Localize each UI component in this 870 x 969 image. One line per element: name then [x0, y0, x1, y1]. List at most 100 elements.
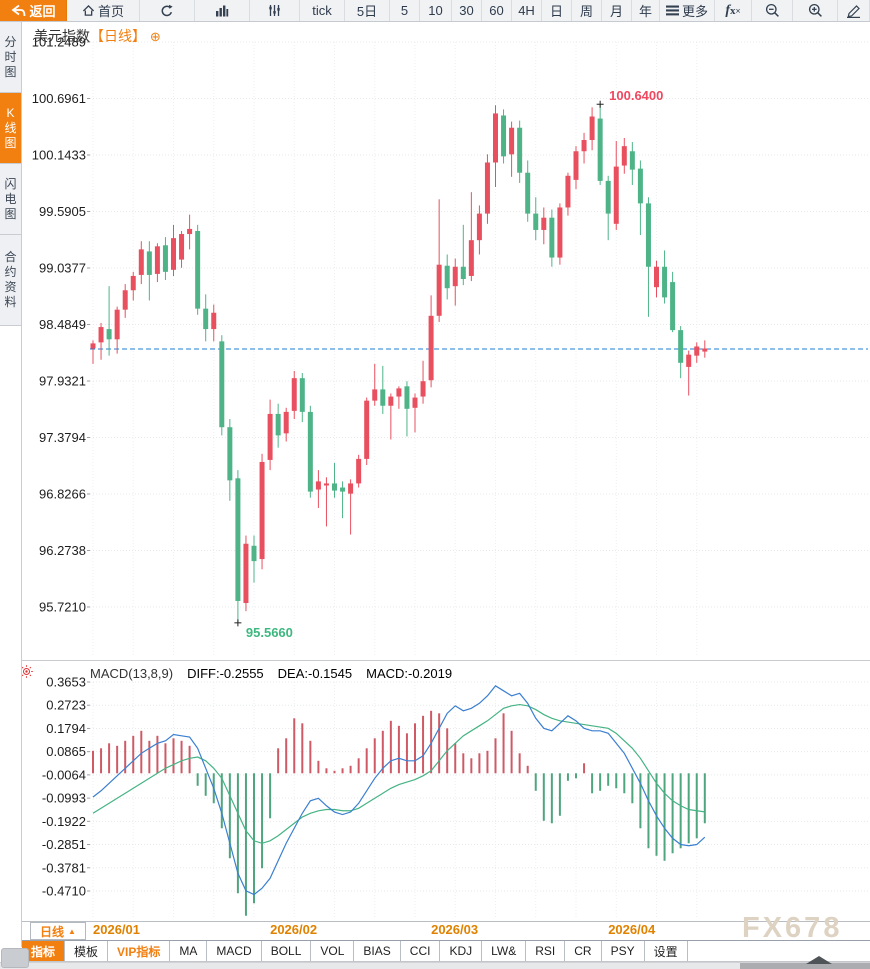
tab-kdj[interactable]: KDJ [440, 941, 483, 961]
macd-header: MACD(13,8,9) DIFF:-0.2555 DEA:-0.1545 MA… [90, 666, 452, 681]
horizontal-scrollbar[interactable] [0, 962, 870, 969]
macd-dea-value: DEA:-0.1545 [277, 666, 353, 681]
toolbar-4h[interactable]: 4H [512, 0, 542, 21]
sidebar-item-char: 合 [4, 250, 17, 264]
tab-indicator[interactable]: 指标 [22, 941, 66, 961]
tab-vip-indicator[interactable]: VIP指标 [108, 941, 171, 961]
tab-vol[interactable]: VOL [311, 941, 355, 961]
add-circle-icon[interactable]: ⊕ [149, 29, 161, 44]
top-toolbar: 返回 首页 tick 5日 5 10 30 60 4H 日 周 月年 更多 fx× [0, 0, 870, 22]
svg-text:98.4849: 98.4849 [39, 317, 86, 332]
toolbar-5[interactable]: 5 [390, 0, 420, 21]
sidebar-item-char: 料 [4, 295, 17, 309]
panel-expand-handle[interactable] [806, 956, 832, 964]
svg-text:-0.3781: -0.3781 [42, 860, 86, 875]
watermark: FX678 [742, 912, 843, 944]
sidebar-item-contract-info[interactable]: 合约资料 [0, 235, 21, 326]
svg-text:-0.4710: -0.4710 [42, 884, 86, 899]
tab-cci[interactable]: CCI [401, 941, 441, 961]
toolbar-draw[interactable] [838, 0, 870, 21]
dea-line [92, 703, 705, 844]
tab-lw[interactable]: LW& [482, 941, 527, 961]
tab-bias[interactable]: BIAS [354, 941, 401, 961]
toolbar-5d[interactable]: 5日 [345, 0, 390, 21]
toolbar-fx[interactable]: fx× [715, 0, 752, 21]
scrollbar-thumb[interactable] [740, 963, 870, 969]
toolbar-back[interactable]: 返回 [0, 0, 67, 21]
sidebar-item-time-chart[interactable]: 分时图 [0, 22, 21, 93]
toolbar-refresh[interactable] [140, 0, 195, 21]
toolbar-sliders[interactable] [250, 0, 300, 21]
column-chart-icon [215, 4, 229, 17]
toolbar-zoom-out[interactable] [752, 0, 793, 21]
diff-line [92, 685, 706, 896]
macd-macd-value: MACD:-0.2019 [366, 666, 453, 681]
toolbar-60[interactable]: 60 [482, 0, 512, 21]
toolbar-home-label: 首页 [97, 4, 124, 19]
chart-title: 美元指数【日线】 ⊕ [34, 26, 161, 46]
tab-rsi[interactable]: RSI [526, 941, 566, 961]
toolbar-5d-label: 5日 [356, 4, 378, 19]
sidebar-item-char: 图 [4, 135, 17, 150]
svg-text:2026/04: 2026/04 [608, 922, 656, 937]
svg-text:96.2738: 96.2738 [39, 543, 86, 558]
toolbar-more-label: 更多 [681, 4, 708, 19]
toolbar-home[interactable]: 首页 [67, 0, 140, 21]
toolbar-4h-label: 4H [518, 3, 535, 18]
tab-boll[interactable]: BOLL [262, 941, 312, 961]
main-chart[interactable]: 101.2489 100.6961 100.1433 99.5905 99.0377 98… [22, 22, 870, 940]
toolbar-week[interactable]: 周 [572, 0, 602, 21]
sidebar-item-char: 约 [4, 265, 17, 279]
svg-text:97.9321: 97.9321 [39, 374, 86, 389]
svg-text:2026/03: 2026/03 [431, 922, 478, 937]
fx-icon: fx× [725, 3, 741, 18]
refresh-icon [160, 4, 174, 18]
svg-text:97.3794: 97.3794 [39, 430, 86, 445]
toolbar-column-chart[interactable] [195, 0, 250, 21]
sidebar-item-lightning-chart[interactable]: 闪电图 [0, 164, 21, 235]
toolbar-week-label: 周 [579, 4, 593, 19]
indicator-tabbar: 指标 模板 VIP指标 MA MACD BOLL VOL BIAS CCI KDJ LW& RSI CR… [22, 940, 870, 962]
toolbar-day[interactable]: 日 [542, 0, 572, 21]
menu-icon [665, 5, 679, 16]
sidebar-item-char: K [6, 105, 15, 120]
tab-template[interactable]: 模板 [65, 941, 109, 961]
toolbar-day-label: 日 [549, 4, 563, 19]
toolbar-30-label: 30 [459, 3, 474, 18]
svg-text:0.2723: 0.2723 [46, 698, 86, 713]
symbol-name: 美元指数 [34, 28, 90, 44]
sidebar-item-char: 闪 [4, 176, 17, 191]
svg-text:99.0377: 99.0377 [39, 261, 86, 276]
svg-text:0.0865: 0.0865 [46, 744, 86, 759]
toolbar-more[interactable]: 更多 [660, 0, 715, 21]
scrollbar-corner [1, 948, 29, 968]
svg-text:100.6400: 100.6400 [609, 88, 663, 103]
toolbar-10-label: 10 [428, 3, 443, 18]
sidebar-item-char: 线 [4, 120, 17, 135]
toolbar-month[interactable]: 月 [602, 0, 632, 21]
tab-ma[interactable]: MA [170, 941, 208, 961]
candles-layer [90, 104, 708, 623]
triangle-up-icon: ▲ [68, 926, 76, 936]
svg-text:-0.1922: -0.1922 [42, 814, 86, 829]
macd-layer [92, 685, 706, 916]
toolbar-month-label: 月 [609, 4, 623, 19]
home-icon [82, 4, 95, 17]
toolbar-tick[interactable]: tick [300, 0, 345, 21]
zoom-out-icon [765, 3, 780, 18]
period-selector[interactable]: 日线 ▲ [30, 922, 86, 940]
macd-diff-value: DIFF:-0.2555 [187, 666, 264, 681]
toolbar-year[interactable]: 年 [632, 0, 660, 21]
svg-text:95.7210: 95.7210 [39, 600, 86, 615]
toolbar-30[interactable]: 30 [452, 0, 482, 21]
toolbar-tick-label: tick [312, 3, 332, 18]
tab-settings[interactable]: 设置 [645, 941, 688, 961]
tab-psy[interactable]: PSY [602, 941, 645, 961]
toolbar-10[interactable]: 10 [420, 0, 452, 21]
tab-macd[interactable]: MACD [207, 941, 262, 961]
zoom-in-icon [808, 3, 823, 18]
toolbar-zoom-in[interactable] [793, 0, 838, 21]
tab-cr[interactable]: CR [565, 941, 602, 961]
macd-params: MACD(13,8,9) [90, 666, 174, 681]
